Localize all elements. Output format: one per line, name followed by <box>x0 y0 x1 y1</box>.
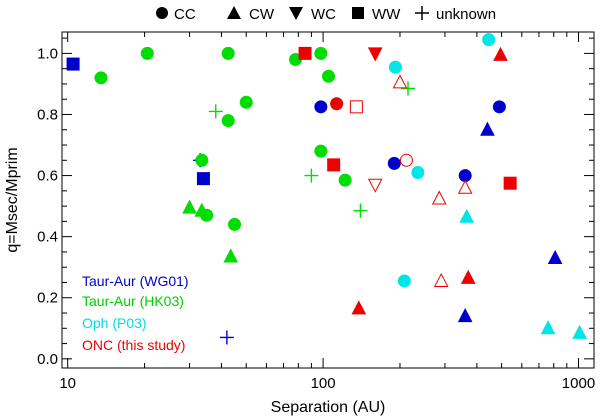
data-point <box>482 33 496 47</box>
data-point <box>314 144 328 158</box>
legend-cc-label: CC <box>174 6 196 23</box>
data-point <box>431 190 447 205</box>
data-point <box>196 172 210 186</box>
data-point <box>322 69 336 83</box>
y-tick-label: 0.2 <box>37 290 58 307</box>
data-point <box>140 46 154 60</box>
data-points <box>66 33 587 345</box>
data-point <box>411 166 425 180</box>
data-point <box>66 57 80 71</box>
data-point <box>223 248 239 263</box>
legend-unknown-marker <box>415 6 429 20</box>
data-point <box>349 100 363 114</box>
data-point <box>459 208 475 223</box>
data-point <box>327 158 341 172</box>
data-point <box>194 202 210 217</box>
data-point <box>387 156 401 170</box>
x-axis-label: Separation (AU) <box>271 399 386 416</box>
data-point <box>239 95 253 109</box>
data-point <box>433 272 449 287</box>
y-tick-label: 0.0 <box>37 351 58 368</box>
data-point <box>314 100 328 114</box>
data-point <box>228 217 242 231</box>
data-point <box>94 71 108 85</box>
data-point <box>367 47 383 62</box>
series-label-wg01: Taur-Aur (WG01) <box>82 273 189 289</box>
legend-cw-label: CW <box>249 6 275 23</box>
data-point <box>351 300 367 315</box>
data-point <box>503 176 517 190</box>
y-tick-label: 0.8 <box>37 106 58 123</box>
legend-wc-label: WC <box>311 6 336 23</box>
data-point <box>304 168 319 183</box>
data-point <box>219 330 234 345</box>
data-point <box>367 178 383 193</box>
data-point <box>338 173 352 187</box>
series-label-hk03: Taur-Aur (HK03) <box>82 293 184 309</box>
data-point <box>457 179 473 194</box>
series-legend: Taur-Aur (WG01) Taur-Aur (HK03) Oph (P03… <box>82 273 189 353</box>
data-point <box>457 307 473 323</box>
legend-ww-label: WW <box>372 6 401 23</box>
data-point <box>221 114 235 128</box>
y-tick-label: 1.0 <box>37 45 58 62</box>
y-tick-label: 0.6 <box>37 168 58 185</box>
data-point <box>397 274 411 288</box>
data-point <box>401 81 415 96</box>
x-tick-label: 1000 <box>562 375 595 392</box>
data-point <box>460 269 476 284</box>
data-point <box>492 100 506 114</box>
legend-ww-marker <box>352 7 364 19</box>
legend-unknown-label: unknown <box>436 6 496 23</box>
data-point <box>540 320 556 335</box>
series-label-p03: Oph (P03) <box>82 315 147 331</box>
data-point <box>392 74 408 89</box>
data-point <box>298 46 312 60</box>
data-point <box>353 203 368 218</box>
data-point <box>572 324 587 339</box>
data-point <box>330 97 344 111</box>
legend-cw-marker <box>227 6 241 19</box>
x-tick-label: 100 <box>311 375 336 392</box>
legend-wc-marker <box>289 7 303 20</box>
series-label-onc: ONC (this study) <box>82 337 185 353</box>
data-point <box>547 249 563 265</box>
data-point <box>399 153 413 167</box>
plot-frame <box>61 31 595 369</box>
data-point <box>182 199 197 214</box>
x-tick-label: 10 <box>59 375 76 392</box>
legend-cc-marker <box>156 7 168 19</box>
data-point <box>480 121 495 136</box>
data-point <box>208 104 223 119</box>
y-tick-label: 0.4 <box>37 229 58 246</box>
data-point <box>195 153 209 167</box>
data-point <box>388 60 402 74</box>
data-point <box>314 46 328 60</box>
marker-legend: CC CW WC WW unknown <box>156 6 496 23</box>
data-point <box>493 46 508 61</box>
axis-ticks: 10 100 1000 0.0 0.2 0.4 0.6 0.8 1.0 <box>37 32 595 392</box>
data-point <box>221 46 235 60</box>
y-axis-label: q=Msec/Mprim <box>4 147 21 252</box>
